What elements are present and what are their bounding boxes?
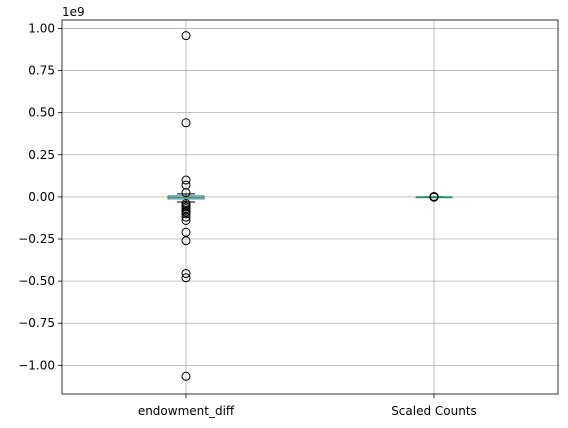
y-tick-label: −0.25 xyxy=(18,232,55,246)
outlier-point xyxy=(181,371,191,381)
outlier-point xyxy=(181,215,191,225)
outlier-point xyxy=(181,212,191,222)
outlier-point xyxy=(181,273,191,283)
y-offset-label: 1e9 xyxy=(62,5,85,19)
y-tick-label: 0.75 xyxy=(28,64,55,78)
y-tick-label: 0.00 xyxy=(28,190,55,204)
outlier-point xyxy=(429,192,439,202)
outlier-point xyxy=(181,236,191,246)
y-tick-label: −0.50 xyxy=(18,274,55,288)
y-tick-label: 1.00 xyxy=(28,21,55,35)
y-tick-label: 0.25 xyxy=(28,148,55,162)
axes-frame xyxy=(61,19,559,395)
outlier-point xyxy=(181,269,191,279)
box-series xyxy=(415,192,453,202)
x-category-label: Scaled Counts xyxy=(391,404,477,418)
outlier-point xyxy=(181,118,191,128)
grid-layer xyxy=(62,20,558,394)
box-series xyxy=(167,31,205,381)
x-category-label: endowment_diff xyxy=(138,404,235,418)
y-tick-label: −0.75 xyxy=(18,316,55,330)
y-tick-label: −1.00 xyxy=(18,358,55,372)
y-tick-label: 0.50 xyxy=(28,106,55,120)
outlier-point xyxy=(181,175,191,185)
outlier-point xyxy=(181,31,191,41)
outlier-point xyxy=(181,209,191,219)
box-layer xyxy=(167,31,453,381)
tick-layer: 1.00 0.75 0.50 0.25 0.00 −0.25 −0.50 −0.75 −1.00… xyxy=(18,21,477,418)
outlier-point xyxy=(181,188,191,198)
